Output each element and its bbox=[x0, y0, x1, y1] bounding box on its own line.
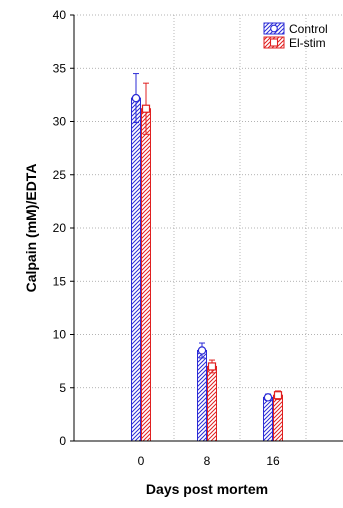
marker-0-1 bbox=[197, 346, 207, 355]
bar-el-stim-0 bbox=[141, 108, 151, 442]
marker-1-0 bbox=[141, 104, 151, 113]
marker-1-2 bbox=[273, 391, 283, 400]
y-tick-label-8: 40 bbox=[53, 8, 67, 22]
x-tick-label-8: 8 bbox=[204, 454, 211, 468]
y-tick-label-2: 10 bbox=[53, 328, 67, 342]
y-tick-label-7: 35 bbox=[53, 61, 67, 75]
tick-labels: 0 5 10 15 20 25 30 35 40 0 8 16 bbox=[53, 8, 280, 468]
y-tick-label-5: 25 bbox=[53, 168, 67, 182]
bar-el-stim-16 bbox=[273, 394, 283, 442]
y-axis-title: Calpain (mM)/EDTA bbox=[23, 164, 39, 293]
x-tick-label-16: 16 bbox=[266, 454, 280, 468]
legend-item-el-stim: El-stim bbox=[263, 36, 326, 50]
bars bbox=[131, 73, 283, 442]
x-tick-label-0: 0 bbox=[138, 454, 145, 468]
axes bbox=[70, 14, 343, 442]
bar-el-stim-8 bbox=[207, 365, 217, 442]
y-tick-label-3: 15 bbox=[53, 274, 67, 288]
y-tick-label-0: 0 bbox=[59, 434, 66, 448]
y-tick-label-6: 30 bbox=[53, 115, 67, 129]
bar-control-0 bbox=[131, 97, 141, 442]
y-tick-label-1: 5 bbox=[59, 381, 66, 395]
marker-1-1 bbox=[207, 362, 217, 371]
marker-0-0 bbox=[131, 93, 141, 103]
grid-lines bbox=[74, 14, 343, 441]
y-tick-label-4: 20 bbox=[53, 221, 67, 235]
legend-item-control: Control bbox=[263, 22, 328, 36]
legend-label-0: Control bbox=[289, 22, 328, 36]
marker-0-2 bbox=[263, 393, 273, 402]
legend-label-1: El-stim bbox=[289, 36, 326, 50]
bar-control-16 bbox=[263, 396, 273, 442]
x-axis-title: Days post mortem bbox=[146, 481, 268, 497]
bar-control-8 bbox=[197, 349, 207, 442]
